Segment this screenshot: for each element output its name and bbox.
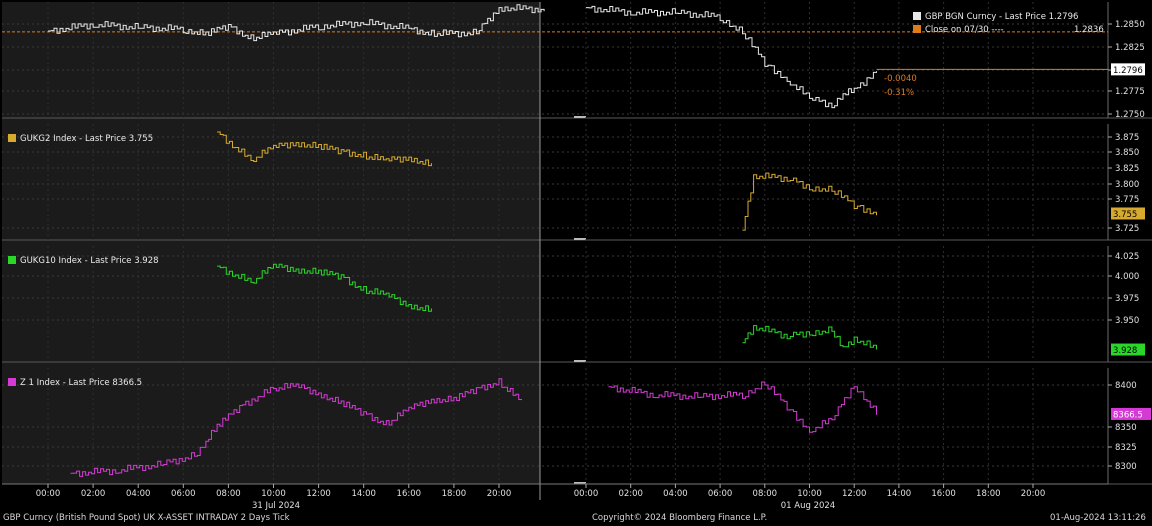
x-tick-label: 16:00 xyxy=(397,489,422,499)
last-price-label: 8366.5 xyxy=(1113,410,1143,420)
x-tick-label: 18:00 xyxy=(442,489,467,499)
series-line-gbp-day2 xyxy=(586,5,877,109)
series-line-z1-day1 xyxy=(70,378,522,477)
y-tick-label: 8300 xyxy=(1115,462,1137,472)
footer-copyright: Copyright© 2024 Bloomberg Finance L.P. xyxy=(592,513,768,523)
y-tick-label: 1.2850 xyxy=(1115,20,1145,30)
x-tick-label: 08:00 xyxy=(216,489,241,499)
legend-swatch-z1 xyxy=(8,378,16,386)
y-tick-label: 8350 xyxy=(1115,423,1137,433)
y-tick-label: 8325 xyxy=(1115,443,1137,453)
x-tick-label: 14:00 xyxy=(887,489,912,499)
x-tick-label: 20:00 xyxy=(487,489,512,499)
legend-gukg10: GUKG10 Index - Last Price 3.928 xyxy=(8,256,159,266)
x-tick-label: 02:00 xyxy=(618,489,643,499)
legend-close: Close on 07/30 ---- xyxy=(913,25,1004,35)
y-tick-label: 8400 xyxy=(1115,381,1137,391)
x-tick-label: 08:00 xyxy=(753,489,778,499)
last-price-badge xyxy=(1111,63,1145,76)
y-tick-label: 1.2775 xyxy=(1115,87,1145,97)
series-line-gbp-day1 xyxy=(48,4,545,42)
change-abs-label: -0.0040 xyxy=(884,74,917,84)
x-tick-label: 04:00 xyxy=(663,489,688,499)
x-tick-label: 18:00 xyxy=(976,489,1001,499)
legend-swatch-gbp xyxy=(913,12,921,20)
x-date-label: 31 Jul 2024 xyxy=(252,501,300,511)
x-tick-label: 12:00 xyxy=(842,489,867,499)
x-tick-label: 16:00 xyxy=(931,489,956,499)
legend-swatch-close xyxy=(913,25,921,33)
series-line-gukg2-day2 xyxy=(742,172,877,231)
last-price-badge xyxy=(1111,407,1151,420)
series-line-gukg10-day1 xyxy=(217,263,432,312)
legend-gukg2-text: GUKG2 Index - Last Price 3.755 xyxy=(20,134,154,144)
x-tick-label: 10:00 xyxy=(261,489,286,499)
change-pct-label: -0.31% xyxy=(884,88,914,98)
last-price-label: 3.928 xyxy=(1113,346,1137,356)
y-tick-label: 1.2750 xyxy=(1115,110,1145,120)
x-tick-label: 06:00 xyxy=(708,489,733,499)
legend-z1-text: Z 1 Index - Last Price 8366.5 xyxy=(20,378,143,388)
legend-close-value: 1.2836 xyxy=(1074,25,1104,35)
y-tick-label: 4.025 xyxy=(1115,252,1139,262)
x-tick-label: 00:00 xyxy=(574,489,599,499)
y-tick-label: 3.825 xyxy=(1115,164,1139,174)
x-tick-label: 04:00 xyxy=(126,489,151,499)
y-tick-label: 1.2825 xyxy=(1115,43,1145,53)
x-tick-label: 20:00 xyxy=(1021,489,1046,499)
legend-gukg10-text: GUKG10 Index - Last Price 3.928 xyxy=(20,256,159,266)
last-price-badge xyxy=(1111,207,1145,220)
x-tick-label: 14:00 xyxy=(351,489,376,499)
legend-swatch-gukg2 xyxy=(8,134,16,142)
x-tick-label: 12:00 xyxy=(306,489,331,499)
y-tick-label: 3.725 xyxy=(1115,224,1139,234)
y-tick-label: 3.850 xyxy=(1115,148,1139,158)
x-tick-label: 00:00 xyxy=(36,489,61,499)
last-price-label: 3.755 xyxy=(1113,210,1137,220)
series-line-gukg2-day1 xyxy=(217,131,432,167)
y-tick-label: 3.775 xyxy=(1115,195,1139,205)
x-date-label: 01 Aug 2024 xyxy=(781,501,835,511)
x-tick-label: 06:00 xyxy=(171,489,196,499)
legend-close-text: Close on 07/30 ---- xyxy=(925,25,1004,35)
last-price-badge xyxy=(1111,343,1145,356)
series-line-z1-day2 xyxy=(608,381,877,433)
footer-timestamp: 01-Aug-2024 13:11:26 xyxy=(1050,513,1146,523)
legend-gbp: GBP BGN Curncy - Last Price 1.2796 xyxy=(913,12,1078,22)
legend-gbp-text: GBP BGN Curncy - Last Price 1.2796 xyxy=(925,12,1079,22)
series-line-gukg10-day2 xyxy=(742,325,877,350)
legend-swatch-gukg10 xyxy=(8,256,16,264)
y-tick-label: 4.000 xyxy=(1115,272,1139,282)
y-tick-label: 3.950 xyxy=(1115,316,1139,326)
day1-shade xyxy=(2,2,540,484)
x-tick-label: 02:00 xyxy=(81,489,106,499)
last-price-label: 1.2796 xyxy=(1113,66,1143,76)
x-tick-label: 10:00 xyxy=(797,489,822,499)
y-tick-label: 3.875 xyxy=(1115,133,1139,143)
y-tick-label: 3.975 xyxy=(1115,294,1139,304)
legend-z1: Z 1 Index - Last Price 8366.5 xyxy=(8,378,142,388)
footer-security: GBP Curncy (British Pound Spot) UK X-ASS… xyxy=(3,513,290,523)
legend-gukg2: GUKG2 Index - Last Price 3.755 xyxy=(8,134,153,144)
y-tick-label: 3.800 xyxy=(1115,180,1139,190)
